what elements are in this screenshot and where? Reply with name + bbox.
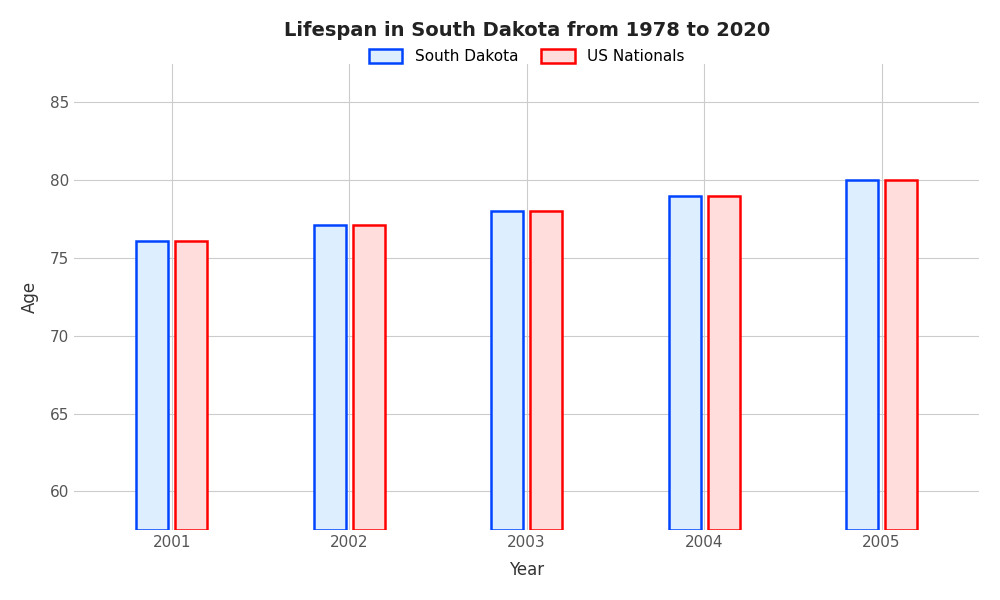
Bar [530,211,562,530]
Bar [885,180,917,530]
Bar [708,196,740,530]
Bar [136,241,168,530]
Bar [353,226,385,530]
Title: Lifespan in South Dakota from 1978 to 2020: Lifespan in South Dakota from 1978 to 20… [284,21,770,40]
X-axis label: Year: Year [509,561,544,579]
Bar [491,211,523,530]
Bar [846,180,878,530]
Bar [314,226,346,530]
Legend: South Dakota, US Nationals: South Dakota, US Nationals [363,43,691,71]
Y-axis label: Age: Age [21,281,39,313]
Bar [669,196,701,530]
Bar [175,241,207,530]
